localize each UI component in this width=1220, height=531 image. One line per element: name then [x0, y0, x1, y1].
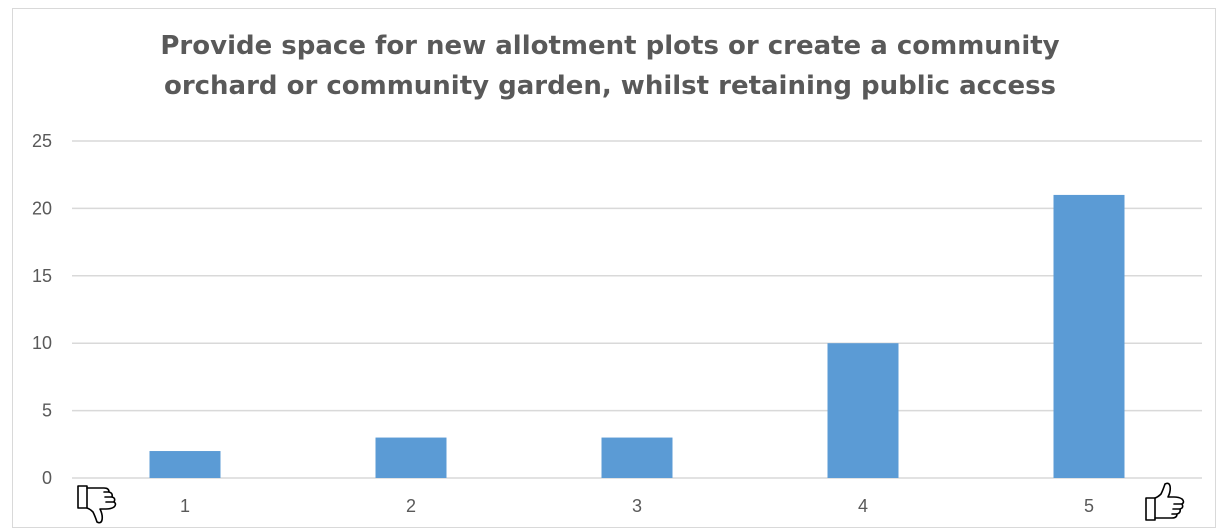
x-axis-ticks: 1 2 3 4 5 [180, 496, 1094, 516]
y-axis-ticks: 0 5 10 15 20 25 [32, 131, 52, 488]
bar-1 [149, 451, 221, 478]
chart-title-line-2: orchard or community garden, whilst reta… [163, 71, 1057, 101]
y-tick-label: 10 [32, 333, 52, 353]
x-tick-label: 1 [180, 496, 190, 516]
y-tick-label: 20 [32, 198, 52, 218]
y-tick-label: 5 [42, 401, 52, 421]
gridlines [72, 140, 1202, 479]
thumbs-down-icon [77, 485, 117, 524]
x-tick-label: 2 [406, 496, 416, 516]
y-tick-label: 25 [32, 131, 52, 151]
thumbs-up-icon [1145, 482, 1185, 521]
bar-3 [601, 437, 673, 478]
y-tick-label: 0 [42, 468, 52, 488]
x-tick-label: 5 [1084, 496, 1094, 516]
bar-5 [1053, 194, 1125, 479]
x-tick-label: 4 [858, 496, 868, 516]
chart-title: Provide space for new allotment plots or… [0, 26, 1220, 106]
chart-title-line-1: Provide space for new allotment plots or… [160, 31, 1060, 61]
y-tick-label: 15 [32, 266, 52, 286]
bar-4 [827, 343, 899, 478]
bars [149, 194, 1125, 479]
x-tick-label: 3 [632, 496, 642, 516]
bar-2 [375, 437, 447, 478]
